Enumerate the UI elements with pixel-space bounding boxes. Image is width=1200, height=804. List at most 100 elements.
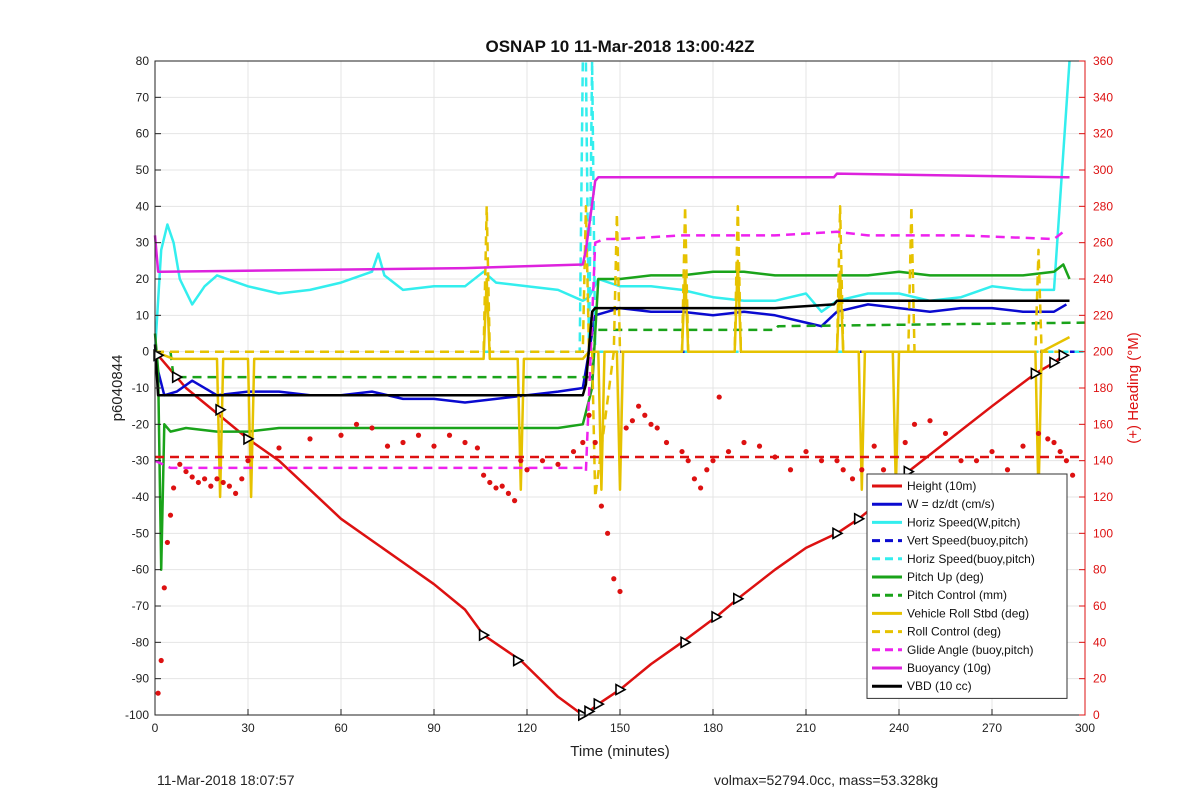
series-heading-point	[834, 458, 840, 464]
series-heading-point	[400, 439, 406, 446]
series-horiz-speed-w-pitch	[153, 60, 1071, 352]
legend: Height (10m) W = dz/dt (cm/s) Horiz Speed(…	[866, 473, 1068, 699]
x-axis-label: Time (minutes)	[570, 743, 669, 760]
legend-label: Height (10m)	[907, 479, 976, 493]
series-heading-point	[716, 394, 722, 400]
series-heading-point	[539, 458, 546, 464]
y2-tick-label: 260	[1093, 236, 1113, 250]
series-heading-point	[725, 448, 732, 455]
series-heading-point	[171, 485, 177, 491]
y2-tick-label: 40	[1093, 635, 1107, 649]
y-tick-label: 30	[136, 236, 150, 250]
legend-label: Glide Angle (buoy,pitch)	[907, 643, 1034, 657]
series-heading-point	[226, 483, 232, 489]
series-heading-point	[239, 476, 245, 482]
series-heading-point	[942, 430, 949, 437]
series-glide-angle-buoy-pitch	[154, 230, 1065, 473]
series-buoyancy-10g	[153, 172, 1070, 273]
series-roll-control-deg	[155, 205, 1070, 499]
y2-tick-label: 140	[1093, 454, 1113, 468]
series-heading-point	[611, 576, 617, 582]
series-heading-point	[233, 490, 239, 496]
y-tick-label: -90	[132, 672, 150, 686]
series-heading-point	[195, 479, 201, 486]
x-tick-label: 210	[796, 721, 816, 735]
series-heading-point	[663, 439, 670, 446]
series-heading-point	[474, 445, 480, 451]
height-marker	[153, 348, 165, 362]
series-heading-point	[617, 588, 623, 595]
series-heading-point	[177, 461, 183, 467]
chart-title: OSNAP 10 11-Mar-2018 13:00:42Z	[485, 37, 754, 56]
series-heading-point	[1035, 430, 1042, 437]
y-tick-label: 20	[136, 272, 150, 286]
y2-tick-label: 340	[1093, 90, 1113, 104]
height-marker	[853, 512, 866, 526]
height-marker	[1049, 356, 1061, 369]
series-vbd-10-cc	[153, 299, 1070, 397]
series-heading-point	[155, 690, 161, 696]
series-heading-point	[524, 467, 530, 473]
y2-tick-label: 320	[1093, 127, 1113, 141]
y2-tick-label: 220	[1093, 308, 1113, 322]
x-tick-label: 90	[427, 721, 441, 735]
height-marker	[733, 592, 745, 606]
y2-axis-label: (+) Heading (°M)	[1125, 332, 1142, 443]
series-heading-point	[431, 443, 437, 449]
series-heading-point	[1063, 458, 1069, 464]
x-tick-label: 120	[517, 721, 537, 735]
y-axis-label: p6040844	[109, 355, 126, 422]
series-vehicle-roll-stbd-deg	[154, 259, 1071, 499]
series-heading-point	[654, 425, 660, 431]
x-tick-label: 240	[889, 721, 909, 735]
x-tick-label: 0	[152, 721, 159, 735]
series-heading-point	[161, 585, 167, 591]
y-tick-label: 0	[142, 345, 149, 359]
series-heading-point	[415, 432, 422, 438]
series-heading-point	[756, 443, 763, 449]
series-heading-point	[1004, 467, 1011, 473]
x-tick-label: 150	[610, 721, 630, 735]
legend-label: VBD (10 cc)	[907, 679, 972, 693]
y-tick-label: -80	[132, 635, 150, 649]
y-tick-label: -100	[125, 708, 149, 722]
series-heading-point	[787, 467, 794, 473]
legend-label: Vehicle Roll Stbd (deg)	[907, 606, 1029, 620]
series-heading-point	[642, 412, 648, 418]
y2-tick-label: 160	[1093, 417, 1113, 431]
series-heading-point	[691, 476, 698, 482]
series-heading-point	[384, 443, 391, 449]
series-heading-point	[902, 439, 908, 446]
series-heading-point	[859, 467, 865, 473]
legend-label: Roll Control (deg)	[907, 625, 1001, 639]
legend-label: Buoyancy (10g)	[907, 661, 991, 675]
y2-tick-label: 280	[1093, 199, 1113, 213]
series-heading-point	[1045, 436, 1051, 442]
y-tick-label: -50	[132, 526, 150, 540]
series-heading-point	[208, 483, 214, 489]
series-heading-point	[202, 476, 208, 482]
series-heading-point	[973, 458, 980, 464]
x-tick-label: 30	[241, 721, 255, 735]
series-heading-point	[598, 503, 605, 509]
height-marker	[615, 683, 627, 696]
series-heading-point	[245, 458, 251, 464]
series-heading-point	[840, 467, 846, 473]
y2-tick-label: 80	[1093, 563, 1107, 577]
series-heading-point	[167, 512, 174, 518]
series-heading-point	[880, 467, 887, 473]
series-heading-point	[570, 448, 577, 455]
series-heading-point	[1051, 439, 1057, 446]
legend-label: Horiz Speed(buoy,pitch)	[907, 552, 1035, 566]
series-heading-point	[1070, 472, 1076, 478]
series-heading-point	[698, 485, 704, 491]
series-heading-point	[462, 439, 468, 446]
x-tick-label: 60	[334, 721, 348, 735]
series-heading-point	[685, 458, 691, 464]
y-tick-label: 50	[136, 163, 150, 177]
footer-timestamp: 11-Mar-2018 18:07:57	[157, 772, 295, 788]
series-heading-point	[158, 657, 164, 664]
series-heading-point	[679, 448, 685, 455]
height-marker	[584, 705, 596, 718]
series-heading-point	[704, 467, 710, 473]
